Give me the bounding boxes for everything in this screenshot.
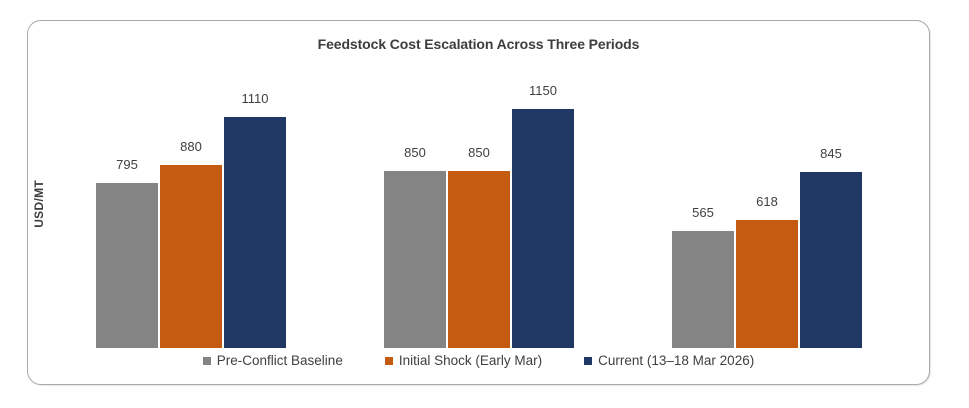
legend-label: Current (13–18 Mar 2026) — [598, 353, 755, 369]
chart-title: Feedstock Cost Escalation Across Three P… — [317, 36, 640, 52]
bar-series-2-group-2 — [448, 171, 510, 348]
bar-group-3: 565 618 845 — [672, 147, 862, 348]
bar-value-label: 850 — [468, 145, 490, 160]
bar-value-label: 795 — [116, 157, 138, 172]
bar-value-label: 845 — [820, 146, 842, 161]
bar-wrap: 795 — [96, 158, 158, 348]
bar-series-1-group-2 — [384, 171, 446, 348]
legend-item-1: Pre-Conflict Baseline — [202, 353, 343, 369]
bar-value-label: 850 — [404, 145, 426, 160]
y-axis-label: USD/MT — [32, 180, 46, 228]
bar-wrap: 565 — [672, 206, 734, 348]
legend-label: Initial Shock (Early Mar) — [398, 353, 543, 369]
legend-swatch-icon — [202, 357, 211, 365]
y-axis: USD/MT — [30, 60, 48, 348]
bar-series-3-group-2 — [512, 109, 574, 348]
plot-area: 795 880 1110 850 850 1150 565 618 845 — [96, 58, 862, 348]
bar-series-2-group-3 — [736, 220, 798, 348]
bar-group-1: 795 880 1110 — [96, 92, 286, 348]
bar-wrap: 850 — [448, 146, 510, 348]
bar-value-label: 880 — [180, 139, 202, 154]
legend-item-2: Initial Shock (Early Mar) — [384, 353, 543, 369]
legend-swatch-icon — [384, 357, 393, 365]
bar-wrap: 880 — [160, 140, 222, 348]
legend-item-3: Current (13–18 Mar 2026) — [584, 354, 754, 368]
bar-value-label: 565 — [692, 205, 714, 220]
bar-wrap: 845 — [800, 147, 862, 348]
legend: Pre-Conflict Baseline Initial Shock (Earl… — [27, 352, 930, 370]
bar-series-2-group-1 — [160, 165, 222, 348]
bar-series-1-group-3 — [672, 231, 734, 348]
bar-wrap: 618 — [736, 195, 798, 348]
bar-group-2: 850 850 1150 — [384, 84, 574, 348]
bar-series-3-group-1 — [224, 117, 286, 348]
bar-series-1-group-1 — [96, 183, 158, 348]
legend-swatch-icon — [584, 357, 593, 365]
bar-wrap: 1150 — [512, 84, 574, 348]
bar-series-3-group-3 — [800, 172, 862, 348]
bar-wrap: 850 — [384, 146, 446, 348]
bar-wrap: 1110 — [224, 92, 286, 348]
legend-label: Pre-Conflict Baseline — [216, 353, 343, 369]
bar-value-label: 618 — [756, 194, 778, 209]
bar-value-label: 1150 — [529, 83, 557, 98]
bar-value-label: 1110 — [241, 91, 269, 106]
